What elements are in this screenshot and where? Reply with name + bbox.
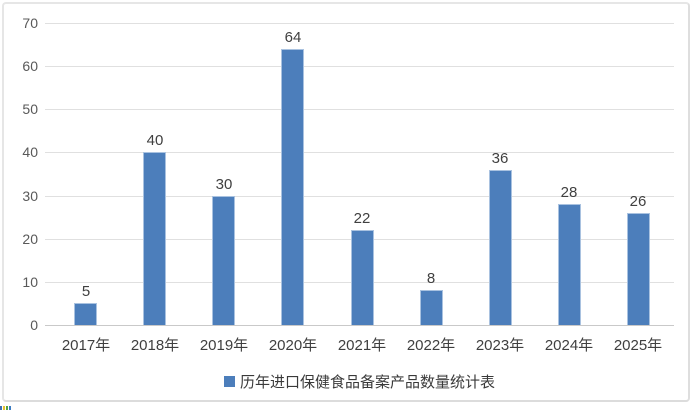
y-tick-label: 10 (22, 274, 38, 290)
bar-2021年 (351, 230, 374, 325)
bar-2017年 (74, 303, 97, 325)
artifact-pixel (3, 406, 5, 410)
bar-value-label: 28 (560, 184, 578, 201)
x-tick-label: 2020年 (268, 337, 318, 354)
x-tick-label: 2021年 (337, 337, 387, 354)
y-tick-label: 60 (22, 58, 38, 74)
gridline (45, 196, 674, 197)
chart-frame (2, 2, 690, 402)
x-axis-line (45, 325, 674, 326)
legend-label: 历年进口保健食品备案产品数量统计表 (239, 373, 495, 391)
x-tick-label: 2017年 (61, 337, 111, 354)
bar-value-label: 36 (491, 150, 509, 167)
artifact-pixel (0, 406, 2, 410)
y-tick-label: 40 (22, 144, 38, 160)
artifact-pixel (9, 406, 11, 410)
bar-value-label: 64 (284, 29, 302, 46)
x-tick-label: 2018年 (130, 337, 180, 354)
y-tick-label: 20 (22, 231, 38, 247)
bar-value-label: 40 (146, 132, 164, 149)
screen-artifact (0, 406, 11, 410)
x-tick-label: 2023年 (475, 337, 525, 354)
y-tick-label: 0 (30, 317, 38, 333)
bar-value-label: 5 (81, 283, 91, 300)
y-tick-label: 70 (22, 15, 38, 31)
gridline (45, 23, 674, 24)
y-tick-label: 50 (22, 101, 38, 117)
bar-2024年 (558, 204, 581, 325)
gridline (45, 66, 674, 67)
bar-value-label: 22 (353, 210, 371, 227)
legend-marker-icon (223, 375, 235, 387)
bar-2023年 (489, 170, 512, 325)
y-tick-label: 30 (22, 188, 38, 204)
bar-2019年 (212, 196, 235, 325)
bar-value-label: 26 (629, 193, 647, 210)
bar-value-label: 30 (215, 176, 233, 193)
x-tick-label: 2024年 (544, 337, 594, 354)
bar-2020年 (281, 49, 304, 325)
bar-2025年 (627, 213, 650, 325)
bar-2018年 (143, 152, 166, 325)
x-tick-label: 2019年 (199, 337, 249, 354)
gridline (45, 152, 674, 153)
chart-legend: 历年进口保健食品备案产品数量统计表 (45, 371, 674, 391)
x-tick-label: 2022年 (406, 337, 456, 354)
artifact-pixel (6, 406, 8, 410)
bar-value-label: 8 (426, 270, 436, 287)
bar-2022年 (420, 290, 443, 325)
gridline (45, 109, 674, 110)
x-tick-label: 2025年 (613, 337, 663, 354)
